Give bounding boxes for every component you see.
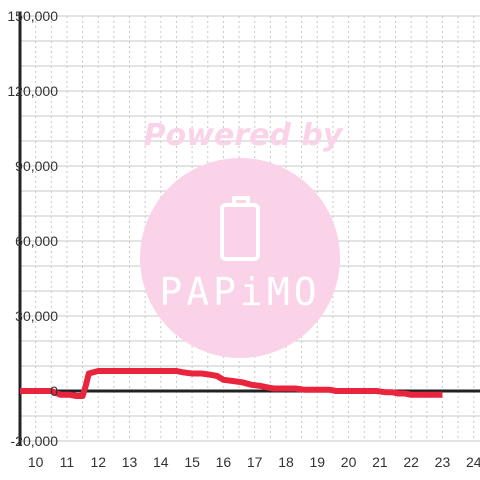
x-tick-label: 16 [216, 454, 232, 470]
series-line [20, 368, 443, 399]
x-tick-label: 22 [403, 454, 419, 470]
x-tick-label: 11 [60, 454, 75, 470]
phone-icon [220, 203, 260, 261]
y-tick-label: 30,000 [15, 308, 58, 324]
y-tick-label: 60,000 [15, 233, 58, 249]
x-tick-label: 13 [122, 454, 138, 470]
y-tick-label: 150,000 [7, 8, 58, 24]
watermark-logo-text: PAPiMO [159, 270, 320, 314]
x-tick-label: 21 [372, 454, 388, 470]
watermark-text: Powered by [144, 118, 344, 153]
tick-labels: -20,000 0 30,000 60,000 90,000 120,000 150,000… [7, 8, 480, 470]
x-tick-label: 19 [309, 454, 325, 470]
y-tick-label: -20,000 [11, 433, 59, 449]
x-tick-label: 12 [90, 454, 106, 470]
y-tick-label: 120,000 [7, 83, 58, 99]
x-tick-label: 10 [28, 454, 44, 470]
y-tick-label: 0 [50, 383, 58, 399]
x-tick-label: 20 [341, 454, 357, 470]
y-tick-label: 90,000 [15, 158, 58, 174]
x-tick-label: 24 [466, 454, 480, 470]
x-tick-label: 17 [247, 454, 263, 470]
x-tick-label: 14 [153, 454, 169, 470]
series [20, 368, 443, 399]
watermark: Powered by PAPiMO [140, 118, 344, 358]
phone-antenna-icon [232, 196, 250, 205]
x-tick-label: 15 [184, 454, 200, 470]
grid [20, 15, 480, 442]
x-tick-label: 18 [278, 454, 294, 470]
x-tick-label: 23 [435, 454, 451, 470]
